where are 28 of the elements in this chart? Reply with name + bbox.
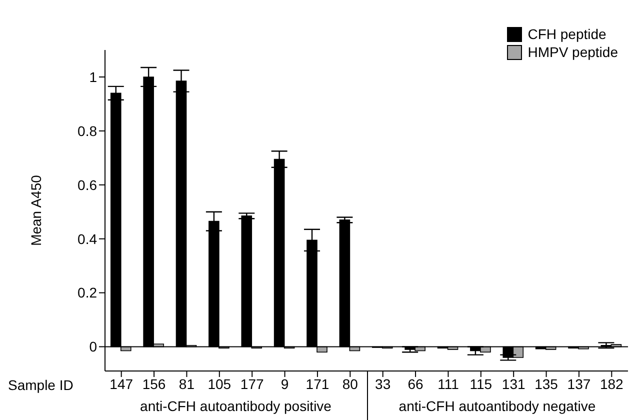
- y-tick-label: 0.6: [78, 176, 98, 193]
- text: anti-CFH autoantibody negative: [398, 398, 597, 414]
- legend-label: CFH peptide: [528, 26, 606, 42]
- x-tick-label: 131: [502, 376, 526, 392]
- x-tick-label: 137: [567, 376, 591, 392]
- x-tick-label: 81: [178, 376, 195, 392]
- y-tick-label: 0.8: [78, 122, 98, 139]
- x-axis-title: Sample ID: [8, 377, 74, 393]
- x-tick-label: 9: [280, 376, 289, 392]
- x-tick-label: 147: [110, 376, 134, 392]
- x-tick-label: 80: [342, 376, 358, 392]
- y-tick-label: 0.4: [78, 230, 98, 247]
- y-tick-label: 0.2: [78, 284, 98, 301]
- text: anti-CFH autoantibody positive: [139, 398, 332, 414]
- x-tick-label: 66: [408, 376, 424, 392]
- y-tick-label: 0: [89, 338, 98, 355]
- x-tick-label: 111: [438, 376, 460, 392]
- x-tick-label: 115: [470, 376, 492, 392]
- x-tick-label: 33: [375, 376, 391, 392]
- y-tick-label: 1: [89, 68, 98, 85]
- x-tick-label: 105: [208, 376, 232, 392]
- x-tick-label: 156: [142, 376, 166, 392]
- legend-label: HMPV peptide: [528, 44, 618, 60]
- x-tick-label: 177: [240, 376, 264, 392]
- x-tick-label: 135: [534, 376, 558, 392]
- y-axis-title: Mean A450: [28, 174, 44, 246]
- x-tick-label: 171: [306, 376, 330, 392]
- x-tick-label: 182: [600, 376, 624, 392]
